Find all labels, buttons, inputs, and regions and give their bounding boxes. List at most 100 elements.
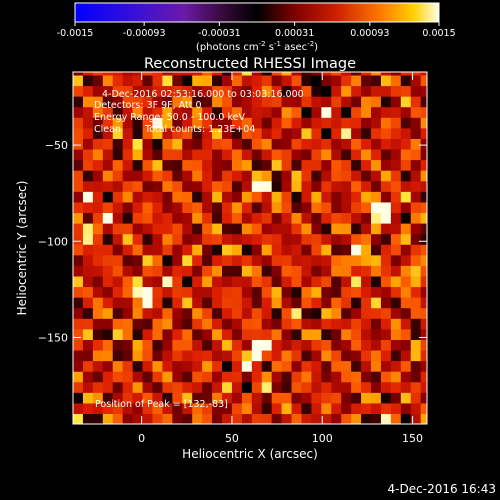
- heatmap-cell: [390, 180, 402, 192]
- heatmap-cell: [390, 286, 402, 298]
- heatmap-cell: [420, 159, 427, 171]
- heatmap-cell: [331, 106, 342, 118]
- heatmap-cell: [82, 148, 94, 161]
- heatmap-cell: [112, 201, 124, 214]
- heatmap-cell: [182, 392, 193, 404]
- heatmap-cell: [172, 392, 183, 404]
- heatmap-cell: [400, 191, 412, 203]
- heatmap-cell: [212, 180, 223, 192]
- heatmap-cell: [202, 180, 213, 192]
- heatmap-cell: [162, 180, 173, 192]
- heatmap-cell: [301, 222, 312, 235]
- heatmap-cell: [122, 360, 134, 372]
- heatmap-cell: [341, 117, 352, 129]
- heatmap-cell: [73, 222, 84, 235]
- heatmap-cell: [132, 318, 144, 330]
- heatmap-cell: [301, 265, 312, 277]
- heatmap-cell: [420, 212, 427, 224]
- heatmap-cell: [271, 212, 283, 224]
- heatmap-cell: [231, 339, 243, 351]
- heatmap-cell: [291, 275, 303, 288]
- heatmap-cell: [321, 191, 332, 203]
- heatmap-cell: [331, 244, 342, 256]
- heatmap-cell: [122, 96, 134, 108]
- heatmap-cell: [351, 244, 362, 256]
- heatmap-cell: [231, 297, 243, 309]
- heatmap-cell: [261, 72, 273, 76]
- heatmap-cell: [92, 371, 104, 383]
- heatmap-cell: [102, 72, 114, 76]
- heatmap-cell: [311, 254, 322, 266]
- heatmap-cell: [152, 297, 163, 309]
- heatmap-cell: [361, 381, 372, 393]
- heatmap-cell: [112, 297, 124, 309]
- heatmap-cell: [222, 117, 233, 129]
- heatmap-cell: [341, 85, 352, 97]
- heatmap-cell: [222, 244, 233, 256]
- heatmap-cell: [371, 191, 382, 203]
- heatmap-cell: [371, 85, 382, 97]
- heatmap-cell: [281, 201, 293, 214]
- heatmap-cell: [241, 127, 253, 139]
- heatmap-cell: [202, 222, 213, 235]
- heatmap-cell: [182, 265, 193, 277]
- heatmap-cell: [390, 222, 402, 235]
- heatmap-cell: [261, 297, 273, 309]
- heatmap-cell: [351, 286, 362, 298]
- heatmap-cell: [132, 212, 144, 224]
- heatmap-cell: [400, 117, 412, 129]
- heatmap-cell: [281, 286, 293, 298]
- heatmap-cell: [410, 180, 422, 192]
- heatmap-cell: [361, 148, 372, 161]
- heatmap-cell: [92, 85, 104, 97]
- heatmap-cell: [351, 138, 362, 150]
- heatmap-cell: [361, 170, 372, 182]
- heatmap-cell: [132, 85, 144, 97]
- heatmap-cell: [192, 371, 203, 383]
- heatmap-cell: [331, 392, 342, 404]
- heatmap-cell: [291, 349, 303, 362]
- heatmap-cell: [361, 74, 372, 87]
- heatmap-cell: [132, 360, 144, 372]
- heatmap-cell: [390, 106, 402, 118]
- heatmap-cell: [212, 286, 223, 298]
- heatmap-cell: [212, 275, 223, 288]
- heatmap-cell: [202, 286, 213, 298]
- heatmap-cell: [311, 413, 322, 424]
- heatmap-cell: [311, 360, 322, 372]
- heatmap-cell: [420, 265, 427, 277]
- heatmap-cell: [321, 297, 332, 309]
- heatmap-cell: [251, 127, 263, 139]
- heatmap-cell: [361, 117, 372, 129]
- annotation-peak-position: Position of Peak = [132,-83]: [95, 399, 228, 410]
- heatmap-cell: [301, 180, 312, 192]
- heatmap-cell: [261, 212, 273, 224]
- heatmap-cell: [102, 371, 114, 383]
- heatmap-cell: [112, 85, 124, 97]
- heatmap-cell: [420, 170, 427, 182]
- heatmap-cell: [321, 180, 332, 192]
- heatmap-cell: [112, 275, 124, 288]
- heatmap-cell: [73, 212, 84, 224]
- heatmap-cell: [371, 275, 382, 288]
- heatmap-cell: [321, 233, 332, 245]
- heatmap-cell: [82, 212, 94, 224]
- heatmap-cell: [132, 392, 144, 404]
- heatmap-cell: [251, 159, 263, 171]
- heatmap-cell: [390, 254, 402, 266]
- heatmap-cell: [390, 244, 402, 256]
- heatmap-cell: [92, 106, 104, 118]
- heatmap-cell: [271, 286, 283, 298]
- heatmap-cell: [162, 127, 173, 139]
- heatmap-cell: [212, 413, 223, 424]
- heatmap-cell: [202, 159, 213, 171]
- heatmap-cell: [301, 191, 312, 203]
- heatmap-cell: [311, 159, 322, 171]
- heatmap-cell: [420, 222, 427, 235]
- heatmap-cell: [371, 170, 382, 182]
- heatmap-cell: [92, 360, 104, 372]
- x-axis-ticks: [141, 72, 414, 424]
- heatmap-cell: [281, 254, 293, 266]
- heatmap-cell: [222, 360, 233, 372]
- heatmap-cell: [291, 159, 303, 171]
